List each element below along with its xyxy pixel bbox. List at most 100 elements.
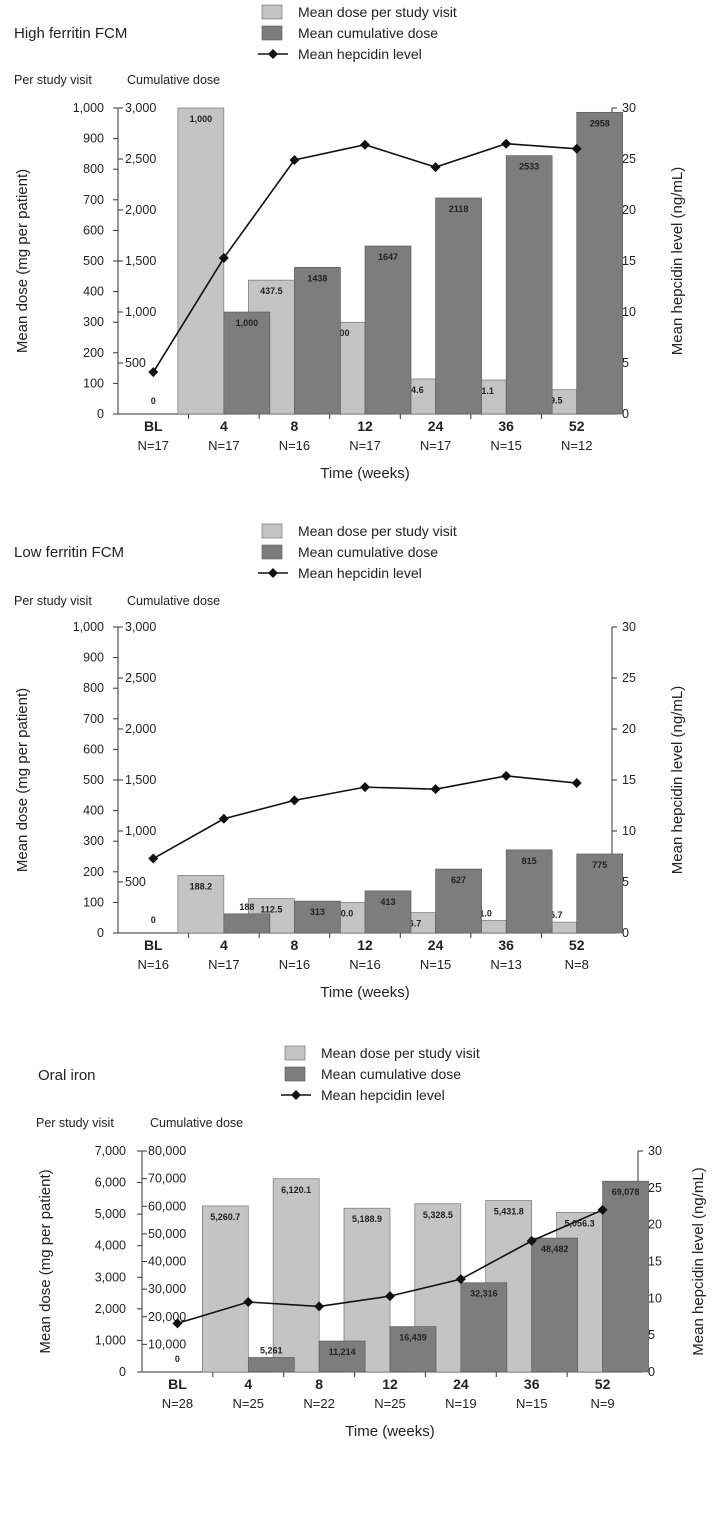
y2-tick-label: 30 xyxy=(622,620,636,634)
scale-header-visit: Per study visit xyxy=(14,594,92,608)
chart-panel-2: Low ferritin FCM Mean dose per study visi… xyxy=(14,523,686,1001)
x-n-label: N=16 xyxy=(349,957,380,972)
y-tick-label-visit: 100 xyxy=(83,376,104,390)
y2-tick-label: 10 xyxy=(622,305,636,319)
bar-label-cumulative: 48,482 xyxy=(541,1244,569,1254)
y-tick-label-visit: 500 xyxy=(83,773,104,787)
x-tick-label: 12 xyxy=(357,937,373,953)
x-axis-title: Time (weeks) xyxy=(320,465,409,482)
legend-label-cumulative: Mean cumulative dose xyxy=(298,544,438,560)
bar-label-cumulative: 815 xyxy=(522,856,537,866)
y-tick-label-visit: 1,000 xyxy=(73,620,104,634)
legend-label-visit: Mean dose per study visit xyxy=(298,523,457,539)
hepcidin-point xyxy=(571,778,582,789)
bar-label-visit: 5,431.8 xyxy=(494,1207,524,1217)
y-tick-label-cumulative: 40,000 xyxy=(148,1255,186,1269)
bar-label-visit: 300 xyxy=(334,328,349,338)
x-tick-label: BL xyxy=(144,418,163,434)
bar-visit xyxy=(272,1178,320,1373)
bar-label-visit: 114.6 xyxy=(402,385,424,395)
bar-label-cumulative: 627 xyxy=(451,875,466,885)
y2-tick-label: 5 xyxy=(648,1328,655,1342)
bar-label-cumulative: 1438 xyxy=(307,273,327,283)
y2-tick-label: 25 xyxy=(622,671,636,685)
hepcidin-point xyxy=(360,782,370,793)
x-n-label: N=16 xyxy=(279,438,310,453)
x-tick-label: 4 xyxy=(220,937,228,953)
bar-label-visit: 0 xyxy=(151,915,156,925)
hepcidin-point xyxy=(430,784,441,795)
bar-cumulative xyxy=(460,1282,508,1373)
y-tick-label-visit: 100 xyxy=(83,895,104,909)
y2-axis-title: Mean hepcidin level (ng/mL) xyxy=(669,167,686,355)
legend-label-hepcidin: Mean hepcidin level xyxy=(298,46,422,62)
bar-label-cumulative: 775 xyxy=(592,860,607,870)
legend-swatch-cumulative xyxy=(284,1066,306,1082)
legend-label-visit: Mean dose per study visit xyxy=(298,4,457,20)
y2-tick-label: 30 xyxy=(648,1144,662,1158)
y-tick-label-cumulative: 1,500 xyxy=(125,254,156,268)
chart-title: Low ferritin FCM xyxy=(14,544,124,561)
y-tick-label-cumulative: 80,000 xyxy=(148,1144,186,1158)
x-n-label: N=17 xyxy=(420,438,451,453)
y2-tick-label: 5 xyxy=(622,875,629,889)
y-tick-label-visit: 0 xyxy=(97,926,104,940)
bar-label-visit: 41.0 xyxy=(474,908,492,918)
y-tick-label-cumulative: 10,000 xyxy=(148,1337,186,1351)
x-axis-title: Time (weeks) xyxy=(345,1423,434,1440)
bar-label-cumulative: 16,439 xyxy=(399,1333,427,1343)
hepcidin-point xyxy=(243,1297,254,1308)
y-tick-label-cumulative: 2,000 xyxy=(125,722,156,736)
y-tick-label-visit: 600 xyxy=(83,223,104,237)
x-tick-label: 4 xyxy=(244,1376,252,1392)
bar-label-visit: 188.2 xyxy=(190,881,213,891)
y-tick-label-cumulative: 3,000 xyxy=(125,101,156,115)
y-tick-label-cumulative: 500 xyxy=(125,356,146,370)
y-tick-label-cumulative: 1,500 xyxy=(125,773,156,787)
y-tick-label-visit: 400 xyxy=(83,285,104,299)
x-n-label: N=22 xyxy=(303,1396,334,1411)
y-tick-label-visit: 300 xyxy=(83,315,104,329)
bar-cumulative xyxy=(505,155,553,415)
chart-panel-1: High ferritin FCM Mean dose per study vis… xyxy=(14,4,686,482)
legend-swatch-cumulative xyxy=(261,544,283,560)
bar-label-cumulative: 1,000 xyxy=(236,318,259,328)
hepcidin-point xyxy=(501,138,512,149)
x-n-label: N=17 xyxy=(349,438,380,453)
scale-header-visit: Per study visit xyxy=(36,1116,114,1130)
y-axis-title: Mean dose (mg per patient) xyxy=(14,169,31,353)
bar-label-visit: 0 xyxy=(175,1354,180,1364)
y2-tick-label: 20 xyxy=(622,722,636,736)
legend-label-hepcidin: Mean hepcidin level xyxy=(321,1087,445,1103)
y2-axis-title: Mean hepcidin level (ng/mL) xyxy=(690,1167,707,1355)
x-tick-label: 52 xyxy=(569,418,585,434)
legend-swatch-visit xyxy=(261,523,283,539)
bar-label-cumulative: 69,078 xyxy=(612,1187,640,1197)
bar-label-visit: 6,120.1 xyxy=(281,1185,311,1195)
y2-tick-label: 0 xyxy=(622,926,629,940)
bar-label-cumulative: 2118 xyxy=(449,204,469,214)
bar-label-visit: 437.5 xyxy=(260,286,283,296)
hepcidin-point xyxy=(148,853,159,864)
hepcidin-point xyxy=(571,143,582,154)
bar-label-visit: 5,328.5 xyxy=(423,1210,453,1220)
hepcidin-point xyxy=(597,1204,608,1215)
x-tick-label: 12 xyxy=(357,418,373,434)
legend: Mean dose per study visit Mean cumulative… xyxy=(281,1045,480,1103)
y-tick-label-cumulative: 2,500 xyxy=(125,152,156,166)
hepcidin-point xyxy=(172,1318,183,1329)
y-tick-label-visit: 900 xyxy=(83,651,104,665)
y-tick-label-visit: 400 xyxy=(83,804,104,818)
y2-tick-label: 30 xyxy=(622,101,636,115)
bar-cumulative xyxy=(223,913,271,934)
bar-label-visit: 111.1 xyxy=(472,386,494,396)
bar-cumulative xyxy=(576,853,624,934)
x-tick-label: 24 xyxy=(428,418,444,434)
x-n-label: N=25 xyxy=(233,1396,264,1411)
x-tick-label: 52 xyxy=(595,1376,611,1392)
hepcidin-point xyxy=(289,795,300,806)
bar-visit xyxy=(177,875,225,934)
hepcidin-point xyxy=(385,1291,395,1302)
x-tick-label: 4 xyxy=(220,418,228,434)
hepcidin-point xyxy=(455,1274,466,1285)
